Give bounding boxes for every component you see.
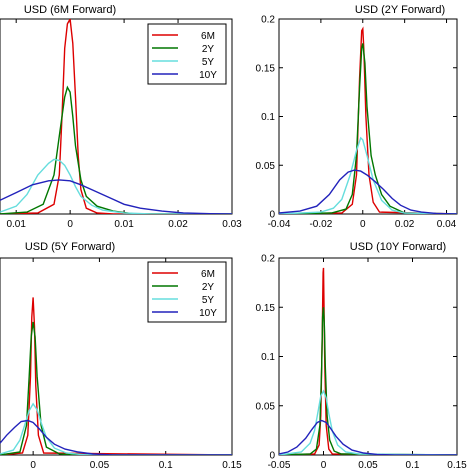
series-group: [279, 267, 457, 455]
series-group: [0, 19, 232, 214]
legend-label: 10Y: [199, 308, 217, 319]
y-tick-label: 0.1: [261, 352, 275, 363]
x-tick-label: 0: [67, 219, 73, 230]
series-line-5y: [279, 389, 457, 455]
x-tick-label: -0.02: [309, 219, 332, 230]
series-line-2y: [0, 321, 232, 455]
series-line-5y: [0, 402, 232, 455]
x-tick-label: 0.02: [395, 219, 415, 230]
series-line-6m: [0, 19, 232, 214]
series-line-5y: [279, 136, 457, 214]
y-tick-label: 0.15: [256, 303, 276, 314]
series-line-2y: [0, 85, 232, 214]
y-tick-label: 0: [269, 210, 275, 221]
series-line-10y: [279, 419, 457, 455]
series-line-2y: [279, 43, 457, 214]
x-tick-label: 0.1: [159, 460, 173, 471]
series-line-10y: [279, 169, 457, 214]
x-tick-label: 0.03: [222, 219, 242, 230]
x-tick-label: 0.1: [406, 460, 420, 471]
x-tick-label: 0.02: [168, 219, 188, 230]
series-line-10y: [0, 419, 232, 455]
axes-frame: [278, 257, 458, 456]
chart-panel-1: USD (6M Forward) 0.01 0 0.01 0.02 0.03 6M 2Y 5Y 1…: [0, 4, 242, 230]
x-tick-label: -0.05: [268, 460, 291, 471]
series-line-6m: [279, 267, 457, 455]
chart-title: USD (10Y Forward): [350, 241, 446, 253]
chart-panel-4: USD (10Y Forward)-0.05 0 0.05 0.1 0.1500.050…: [256, 241, 468, 471]
x-tick-label: -0.04: [268, 219, 291, 230]
y-tick-label: 0.05: [256, 401, 276, 412]
x-tick-label: 0.01: [114, 219, 134, 230]
legend-label: 5Y: [202, 57, 215, 68]
y-tick-label: 0.1: [261, 112, 275, 123]
x-tick-label: 0.05: [358, 460, 378, 471]
legend-label: 5Y: [202, 295, 215, 306]
x-tick-label: 0.05: [90, 460, 110, 471]
chart-title: USD (6M Forward): [24, 4, 116, 16]
x-tick-label: 0.04: [437, 219, 457, 230]
series-line-10y: [0, 179, 232, 214]
y-tick-label: 0.2: [261, 254, 275, 265]
x-tick-label: 0: [360, 219, 366, 230]
x-tick-label: 0.15: [447, 460, 467, 471]
legend-label: 2Y: [202, 44, 215, 55]
y-tick-label: 0.15: [256, 63, 276, 74]
y-tick-label: 0.2: [261, 15, 275, 26]
series-line-2y: [279, 307, 457, 455]
legend-label: 10Y: [199, 70, 217, 81]
y-tick-label: 0: [269, 451, 275, 462]
series-line-5y: [0, 158, 232, 214]
x-tick-label: 0.01: [6, 219, 26, 230]
x-tick-label: 0: [321, 460, 327, 471]
x-tick-label: 0.15: [222, 460, 242, 471]
series-line-6m: [0, 297, 232, 455]
chart-panel-2: USD (2Y Forward) -0.04 -0.02 0 0.02 0.04 0 0.05…: [256, 4, 458, 230]
chart-panel-3: USD (5Y Forward) 0 0.05 0.1 0.15 6M 2Y 5Y 10Y: [0, 241, 242, 471]
legend-label: 2Y: [202, 282, 215, 293]
series-group: [0, 297, 232, 455]
y-tick-label: 0.05: [256, 161, 276, 172]
legend: 6M 2Y 5Y 10Y: [147, 23, 227, 85]
legend-label: 6M: [201, 269, 215, 280]
chart-title: USD (2Y Forward): [355, 4, 445, 16]
x-tick-label: 0: [30, 460, 36, 471]
legend-label: 6M: [201, 31, 215, 42]
legend: 6M 2Y 5Y 10Y: [147, 261, 227, 323]
series-group: [279, 26, 457, 214]
chart-title: USD (5Y Forward): [25, 241, 115, 253]
series-line-6m: [279, 26, 457, 214]
